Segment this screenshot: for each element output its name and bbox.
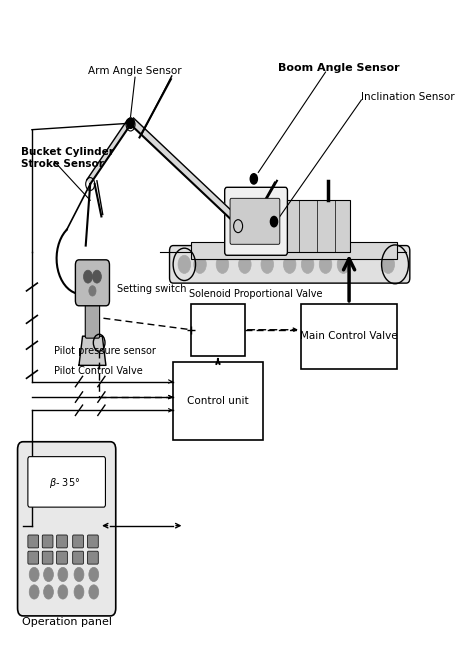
Circle shape: [74, 585, 84, 599]
FancyBboxPatch shape: [88, 535, 98, 548]
FancyBboxPatch shape: [225, 187, 287, 255]
FancyBboxPatch shape: [28, 551, 39, 564]
Bar: [287, 200, 350, 252]
Text: Bucket Cylinder
Stroke Sensor: Bucket Cylinder Stroke Sensor: [21, 148, 114, 169]
FancyBboxPatch shape: [88, 551, 98, 564]
Circle shape: [319, 255, 332, 274]
Text: Control unit: Control unit: [187, 396, 249, 406]
FancyBboxPatch shape: [191, 242, 397, 259]
Text: Pilot Control Valve: Pilot Control Valve: [55, 366, 143, 375]
Circle shape: [127, 118, 134, 129]
Text: Arm Angle Sensor: Arm Angle Sensor: [88, 66, 182, 76]
FancyBboxPatch shape: [42, 535, 53, 548]
Circle shape: [74, 567, 84, 582]
Polygon shape: [79, 336, 106, 365]
Circle shape: [337, 255, 350, 274]
Circle shape: [250, 174, 257, 184]
FancyBboxPatch shape: [73, 551, 83, 564]
Circle shape: [89, 567, 99, 582]
FancyBboxPatch shape: [230, 199, 280, 244]
Text: Boom Angle Sensor: Boom Angle Sensor: [278, 63, 400, 72]
FancyBboxPatch shape: [56, 535, 67, 548]
Circle shape: [29, 585, 39, 599]
Text: Inclination Sensor: Inclination Sensor: [361, 91, 455, 102]
Circle shape: [270, 216, 278, 227]
Circle shape: [216, 255, 229, 274]
Circle shape: [283, 255, 296, 274]
Text: Operation panel: Operation panel: [22, 617, 112, 628]
Polygon shape: [130, 118, 241, 226]
FancyBboxPatch shape: [73, 535, 83, 548]
Text: $\beta$- 35$\degree$: $\beta$- 35$\degree$: [49, 476, 80, 490]
Circle shape: [58, 567, 68, 582]
Polygon shape: [87, 120, 130, 184]
Bar: [301, 304, 397, 368]
Circle shape: [29, 567, 39, 582]
Circle shape: [178, 255, 191, 274]
Text: Pilot pressure sensor: Pilot pressure sensor: [55, 346, 156, 356]
FancyBboxPatch shape: [18, 441, 116, 616]
Circle shape: [83, 270, 92, 283]
FancyBboxPatch shape: [85, 298, 100, 338]
Circle shape: [44, 585, 54, 599]
Circle shape: [89, 585, 99, 599]
Bar: [191, 304, 245, 356]
FancyBboxPatch shape: [28, 535, 39, 548]
Text: Solenoid Proportional Valve: Solenoid Proportional Valve: [189, 289, 322, 299]
FancyBboxPatch shape: [56, 551, 67, 564]
Circle shape: [261, 255, 273, 274]
Text: Setting switch: Setting switch: [117, 284, 187, 294]
Circle shape: [58, 585, 68, 599]
Circle shape: [92, 270, 101, 283]
Circle shape: [301, 255, 314, 274]
Bar: [173, 362, 263, 440]
Text: Main Control Valve: Main Control Valve: [300, 331, 398, 342]
FancyBboxPatch shape: [42, 551, 53, 564]
FancyBboxPatch shape: [28, 456, 105, 507]
FancyBboxPatch shape: [75, 260, 109, 306]
FancyBboxPatch shape: [170, 246, 410, 283]
Circle shape: [194, 255, 206, 274]
Circle shape: [89, 286, 96, 296]
Circle shape: [382, 255, 394, 274]
Circle shape: [238, 255, 251, 274]
Circle shape: [44, 567, 54, 582]
